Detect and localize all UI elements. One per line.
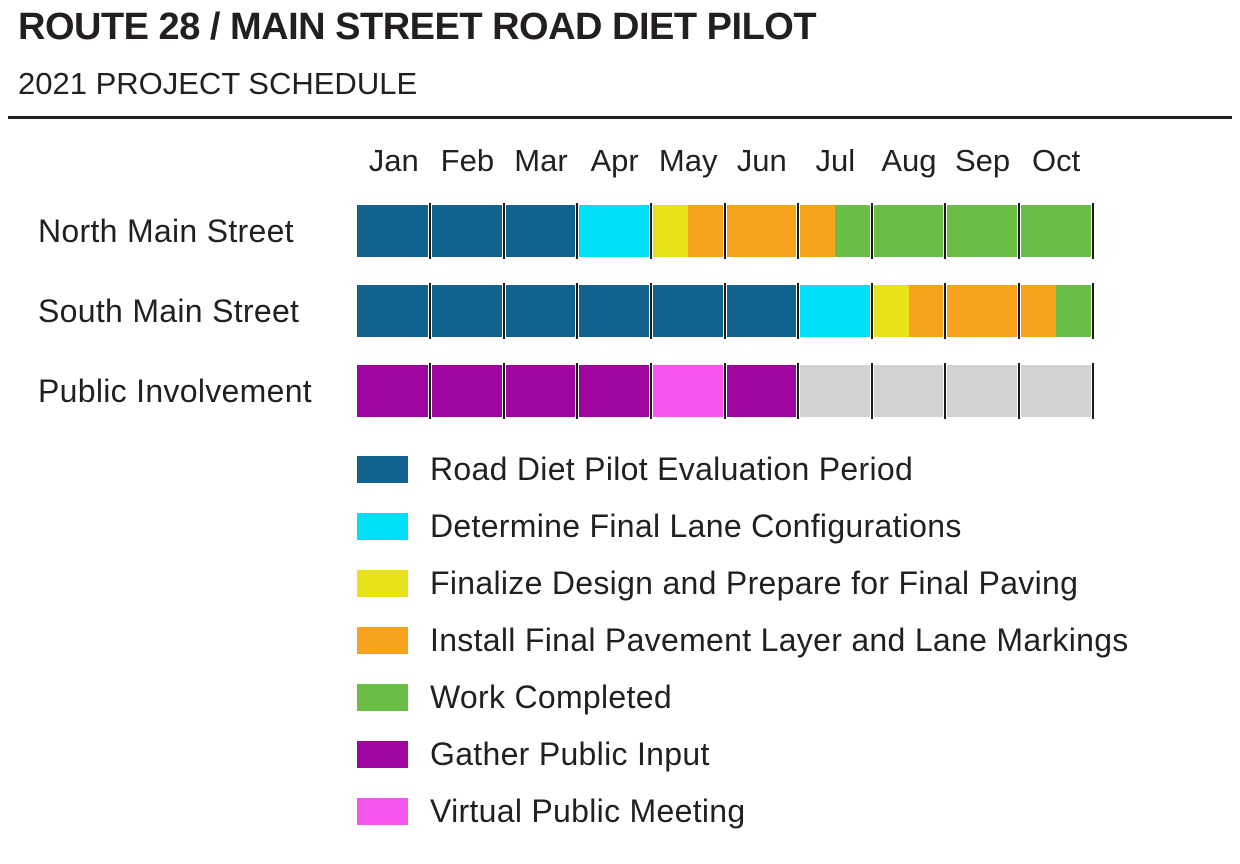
month-tick: [575, 283, 580, 339]
month-tick: [428, 203, 433, 259]
month-tick: [1090, 363, 1095, 419]
row-label: South Main Street: [38, 292, 300, 329]
legend-label: Road Diet Pilot Evaluation Period: [430, 451, 914, 487]
month-tick: [501, 283, 506, 339]
legend-entry: Determine Final Lane Configurations: [357, 508, 1129, 544]
month-tick: [428, 283, 433, 339]
month-tick: [722, 203, 727, 259]
month-tick: [648, 363, 653, 419]
gantt-bar: [357, 283, 1095, 339]
month-label: Apr: [590, 143, 639, 178]
row-label: Public Involvement: [38, 372, 312, 409]
bar-segment-cyan: [577, 205, 652, 257]
month-tick: [796, 363, 801, 419]
legend-entry: Virtual Public Meeting: [357, 793, 1129, 829]
month-tick: [943, 203, 948, 259]
month-tick: [869, 363, 874, 419]
header-divider: [8, 116, 1232, 119]
page-subtitle: 2021 PROJECT SCHEDULE: [18, 66, 418, 101]
bar-segment-purple: [725, 365, 799, 417]
bar-segment-yellow: [872, 285, 909, 337]
month-label: Sep: [954, 143, 1011, 178]
month-tick: [943, 363, 948, 419]
legend-swatch-yellow: [357, 570, 408, 597]
legend-entry: Finalize Design and Prepare for Final Pa…: [357, 565, 1129, 601]
legend-swatch-purple: [357, 741, 408, 768]
month-tick: [869, 283, 874, 339]
month-tick: [501, 363, 506, 419]
bar-segment-orange: [909, 285, 1057, 337]
gantt-bar: [357, 203, 1095, 259]
month-tick: [648, 203, 653, 259]
bar-segment-cyan: [798, 285, 873, 337]
legend-entry: Work Completed: [357, 679, 1129, 715]
month-label: Feb: [440, 143, 495, 178]
month-label: Oct: [1032, 143, 1081, 178]
bar-segment-green: [1056, 285, 1093, 337]
bar-segment-orange: [688, 205, 836, 257]
legend-entry: Road Diet Pilot Evaluation Period: [357, 451, 1129, 487]
month-label: Jul: [815, 143, 856, 178]
legend-entry: Gather Public Input: [357, 736, 1129, 772]
legend-swatch-cyan: [357, 513, 408, 540]
month-label: Jun: [736, 143, 787, 178]
month-tick: [648, 283, 653, 339]
month-tick: [501, 203, 506, 259]
month-label: May: [658, 143, 718, 178]
page-title: ROUTE 28 / MAIN STREET ROAD DIET PILOT: [18, 6, 817, 48]
legend-label: Virtual Public Meeting: [430, 793, 746, 829]
legend-label: Determine Final Lane Configurations: [430, 508, 962, 544]
legend-label: Finalize Design and Prepare for Final Pa…: [430, 565, 1079, 601]
legend-label: Install Final Pavement Layer and Lane Ma…: [430, 622, 1129, 658]
legend-swatch-pink: [357, 798, 408, 825]
month-tick: [796, 203, 801, 259]
month-tick: [722, 283, 727, 339]
month-tick: [722, 363, 727, 419]
month-tick: [1016, 203, 1021, 259]
month-tick: [796, 283, 801, 339]
month-label: Aug: [881, 143, 937, 178]
bar-segment-green: [835, 205, 1093, 257]
month-tick: [869, 203, 874, 259]
month-tick: [575, 203, 580, 259]
month-label: Mar: [514, 143, 568, 178]
bar-segment-pink: [651, 365, 725, 417]
legend-label: Work Completed: [430, 679, 672, 715]
legend-label: Gather Public Input: [430, 736, 710, 772]
month-tick: [1090, 283, 1095, 339]
legend-swatch-orange: [357, 627, 408, 654]
bar-segment-yellow: [651, 205, 689, 257]
month-tick: [1090, 203, 1095, 259]
gantt-bar: [357, 363, 1095, 419]
month-tick: [1016, 283, 1021, 339]
row-label: North Main Street: [38, 212, 294, 249]
legend-swatch-green: [357, 684, 408, 711]
month-tick: [943, 283, 948, 339]
month-header: Jan Feb Mar Apr May Jun Jul Aug Sep Oct: [357, 143, 1093, 179]
legend-entry: Install Final Pavement Layer and Lane Ma…: [357, 622, 1129, 658]
month-label: Jan: [368, 143, 419, 178]
month-tick: [428, 363, 433, 419]
legend-swatch-blue: [357, 456, 408, 483]
legend: Road Diet Pilot Evaluation Period Determi…: [357, 451, 1129, 855]
bar-segment-blue: [357, 205, 578, 257]
month-tick: [575, 363, 580, 419]
month-tick: [1016, 363, 1021, 419]
